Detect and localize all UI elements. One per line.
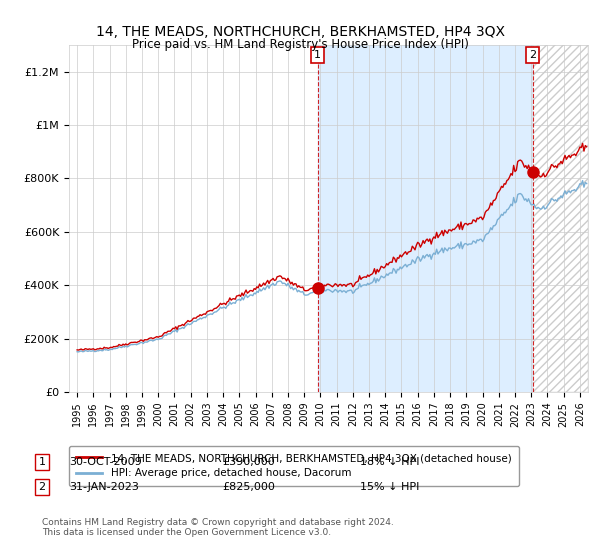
Text: Price paid vs. HM Land Registry's House Price Index (HPI): Price paid vs. HM Land Registry's House … xyxy=(131,38,469,51)
Text: 14, THE MEADS, NORTHCHURCH, BERKHAMSTED, HP4 3QX: 14, THE MEADS, NORTHCHURCH, BERKHAMSTED,… xyxy=(95,25,505,39)
Text: £825,000: £825,000 xyxy=(222,482,275,492)
Text: Contains HM Land Registry data © Crown copyright and database right 2024.
This d: Contains HM Land Registry data © Crown c… xyxy=(42,518,394,538)
Text: 15% ↓ HPI: 15% ↓ HPI xyxy=(360,482,419,492)
Text: 30-OCT-2009: 30-OCT-2009 xyxy=(69,457,142,467)
Text: 18% ↓ HPI: 18% ↓ HPI xyxy=(360,457,419,467)
Text: 31-JAN-2023: 31-JAN-2023 xyxy=(69,482,139,492)
Text: 2: 2 xyxy=(38,482,46,492)
Text: 2: 2 xyxy=(529,50,536,60)
Legend: 14, THE MEADS, NORTHCHURCH, BERKHAMSTED, HP4 3QX (detached house), HPI: Average : 14, THE MEADS, NORTHCHURCH, BERKHAMSTED,… xyxy=(69,446,519,486)
Bar xyxy=(533,45,588,392)
Text: £390,000: £390,000 xyxy=(222,457,275,467)
Text: 1: 1 xyxy=(38,457,46,467)
Bar xyxy=(317,45,533,392)
Text: 1: 1 xyxy=(314,50,321,60)
